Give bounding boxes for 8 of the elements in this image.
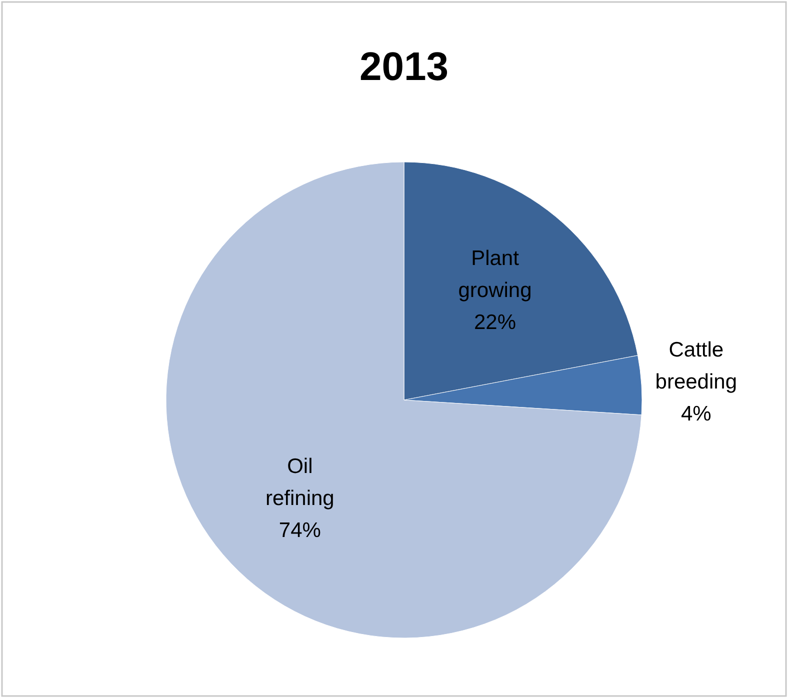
slice-label: Plant growing <box>458 246 532 302</box>
data-label: 74% <box>278 518 321 542</box>
slice-label: Oil refining <box>265 454 334 510</box>
chart-title: 2013 <box>360 45 448 89</box>
data-label: 22% <box>474 310 516 334</box>
data-label: 4% <box>680 402 712 426</box>
pie-slice <box>166 162 642 638</box>
slice-label: Cattle breeding <box>655 338 738 394</box>
